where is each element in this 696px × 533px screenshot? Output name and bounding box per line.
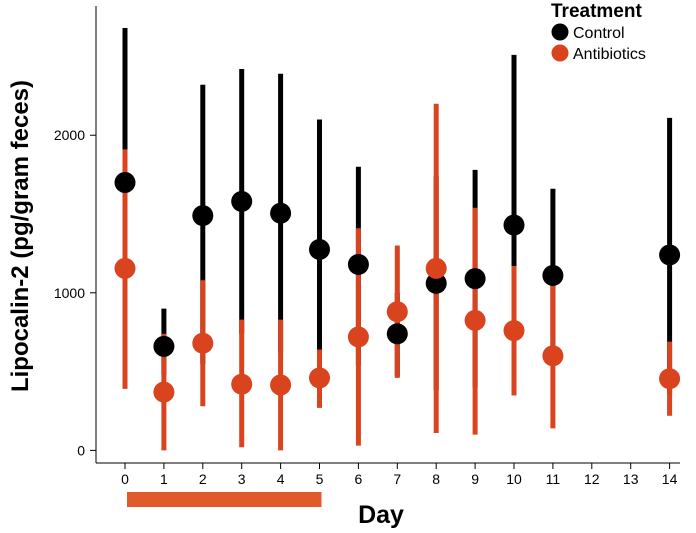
x-tick-label: 7 bbox=[393, 471, 401, 487]
y-axis-title: Lipocalin-2 (pg/gram feces) bbox=[7, 80, 34, 392]
x-tick-label: 2 bbox=[199, 471, 207, 487]
point-antibiotics bbox=[192, 332, 214, 354]
legend-label-antibiotics: Antibiotics bbox=[573, 46, 646, 63]
point-antibiotics bbox=[153, 381, 175, 403]
point-control bbox=[464, 268, 486, 290]
x-tick-label: 1 bbox=[160, 471, 168, 487]
axes bbox=[95, 6, 680, 464]
point-antibiotics bbox=[347, 326, 369, 348]
data-marks bbox=[114, 28, 681, 451]
point-control bbox=[270, 202, 292, 224]
point-control bbox=[659, 244, 681, 266]
x-tick-label: 8 bbox=[432, 471, 440, 487]
point-control bbox=[347, 253, 369, 275]
x-tick-label: 5 bbox=[316, 471, 324, 487]
y-tick-label: 1000 bbox=[54, 285, 85, 301]
point-control bbox=[386, 323, 408, 345]
point-antibiotics bbox=[542, 345, 564, 367]
x-tick-label: 0 bbox=[121, 471, 129, 487]
x-tick-label: 14 bbox=[662, 471, 678, 487]
legend-swatch-control bbox=[551, 23, 569, 41]
x-axis-title: Day bbox=[358, 501, 404, 529]
point-antibiotics bbox=[503, 320, 525, 342]
treatment-period-bar bbox=[127, 492, 322, 507]
x-tick-label: 9 bbox=[471, 471, 479, 487]
x-tick-label: 12 bbox=[584, 471, 600, 487]
legend: Treatment Control Antibiotics bbox=[551, 1, 646, 63]
x-tick-label: 6 bbox=[355, 471, 363, 487]
x-ticks: 0 1 2 3 4 5 6 7 8 9 10 11 12 13 14 bbox=[121, 463, 678, 507]
point-control bbox=[192, 205, 214, 227]
point-control bbox=[153, 335, 175, 357]
point-control bbox=[114, 171, 136, 193]
y-tick-label: 0 bbox=[77, 442, 85, 458]
point-antibiotics bbox=[464, 309, 486, 331]
point-antibiotics bbox=[114, 257, 136, 279]
point-antibiotics bbox=[386, 301, 408, 323]
x-tick-label: 13 bbox=[623, 471, 639, 487]
legend-title: Treatment bbox=[551, 1, 642, 22]
point-control bbox=[503, 214, 525, 236]
legend-label-control: Control bbox=[573, 25, 625, 42]
legend-swatch-antibiotics bbox=[551, 44, 569, 62]
point-control bbox=[425, 272, 447, 294]
x-tick-label: 11 bbox=[546, 471, 561, 487]
point-control bbox=[542, 264, 564, 286]
point-antibiotics bbox=[270, 374, 292, 396]
y-ticks: 0 1000 2000 bbox=[54, 127, 96, 458]
point-antibiotics bbox=[231, 373, 253, 395]
point-control bbox=[231, 190, 253, 212]
point-antibiotics bbox=[659, 368, 681, 390]
point-antibiotics bbox=[425, 257, 447, 279]
point-control bbox=[309, 238, 330, 260]
point-antibiotics bbox=[309, 367, 330, 389]
y-tick-label: 2000 bbox=[54, 127, 85, 143]
x-tick-label: 4 bbox=[277, 471, 285, 487]
x-tick-label: 10 bbox=[506, 471, 522, 487]
x-tick-label: 3 bbox=[238, 471, 246, 487]
